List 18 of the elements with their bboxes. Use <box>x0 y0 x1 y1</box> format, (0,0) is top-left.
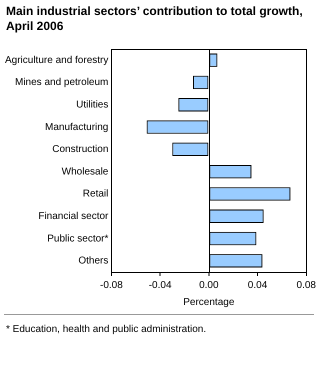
chart-title: Main industrial sectors’ contribution to total growth, April 2006 <box>6 4 304 34</box>
x-tick-label: -0.04 <box>148 280 172 291</box>
y-tick-label: Retail <box>82 188 108 200</box>
y-tick-label: Public sector* <box>47 233 108 244</box>
y-tick-label: Manufacturing <box>45 122 108 133</box>
y-tick-label: Utilities <box>76 100 108 110</box>
y-tick-label: Mines and petroleum <box>14 77 108 88</box>
y-tick-label: Financial sector <box>38 211 110 222</box>
y-tick-label: Construction <box>52 144 108 156</box>
x-tick-label: 0.08 <box>296 280 316 291</box>
y-tick-label: Wholesale <box>62 166 109 178</box>
text: * Education, health and public administration. <box>6 324 206 335</box>
y-tick-label: Agriculture and forestry <box>4 54 108 66</box>
y-tick-label: Others <box>78 256 108 267</box>
x-tick-label: 0.04 <box>248 280 268 291</box>
x-tick-label: -0.08 <box>100 280 124 291</box>
x-tick-label: 0.00 <box>199 280 219 291</box>
x-axis-title: Percentage <box>183 296 235 308</box>
